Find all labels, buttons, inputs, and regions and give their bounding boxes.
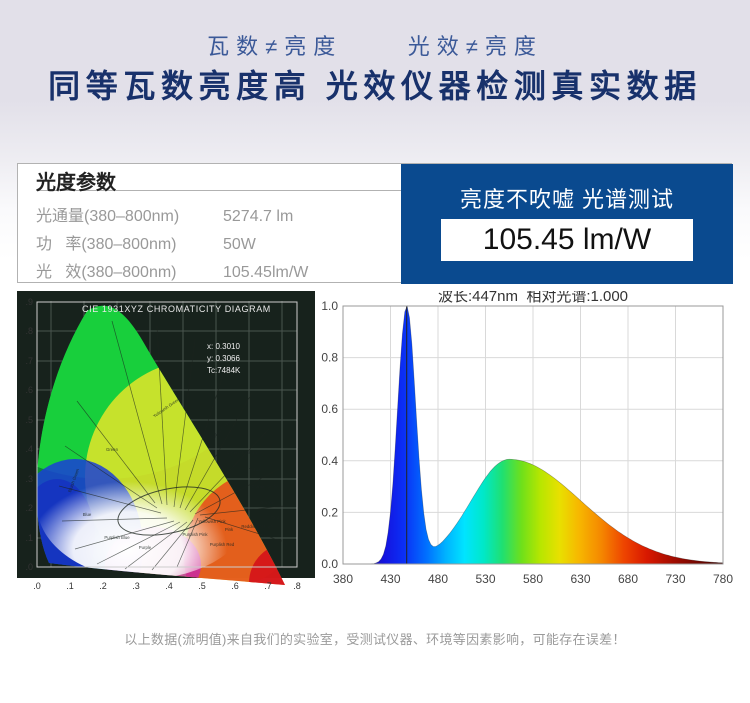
svg-text:730: 730: [665, 572, 685, 586]
svg-text:.3: .3: [25, 474, 33, 484]
svg-text:x: 0.3010: x: 0.3010: [207, 342, 240, 351]
svg-text:430: 430: [380, 572, 400, 586]
svg-text:0.4: 0.4: [321, 454, 338, 468]
svg-text:Purplish Red: Purplish Red: [210, 542, 235, 547]
svg-text:0.8: 0.8: [321, 351, 338, 365]
svg-text:.5: .5: [25, 415, 33, 425]
svg-text:波长:447nm 相对光谱:1.000: 波长:447nm 相对光谱:1.000: [438, 291, 628, 305]
svg-text:y: 0.3066: y: 0.3066: [207, 354, 240, 363]
svg-text:.2: .2: [99, 581, 107, 591]
svg-text:0.6: 0.6: [321, 402, 338, 416]
svg-text:580: 580: [523, 572, 543, 586]
svg-text:Yellow: Yellow: [249, 467, 262, 472]
svg-text:.0: .0: [33, 581, 41, 591]
svg-text:Orange Yellow: Orange Yellow: [251, 484, 280, 489]
svg-text:.6: .6: [25, 385, 33, 395]
svg-text:.8: .8: [25, 326, 33, 336]
svg-text:0.2: 0.2: [321, 505, 338, 519]
svg-text:Reddish Orange: Reddish Orange: [241, 524, 273, 529]
svg-text:.1: .1: [66, 581, 74, 591]
svg-text:Purple: Purple: [139, 545, 152, 550]
svg-text:Yellowish Pink: Yellowish Pink: [198, 519, 226, 524]
svg-text:.9: .9: [25, 297, 33, 307]
svg-text:.7: .7: [25, 356, 33, 366]
svg-text:Purplish Blue: Purplish Blue: [104, 535, 130, 540]
svg-text:780: 780: [713, 572, 733, 586]
svg-text:.0: .0: [25, 562, 33, 572]
svg-text:Purplish Pink: Purplish Pink: [182, 532, 208, 537]
svg-text:Greenish Yellow: Greenish Yellow: [227, 450, 259, 455]
svg-text:.5: .5: [198, 581, 206, 591]
svg-text:.4: .4: [25, 444, 33, 454]
svg-text:.4: .4: [165, 581, 173, 591]
svg-text:.7: .7: [264, 581, 272, 591]
svg-text:Green: Green: [106, 447, 119, 452]
svg-text:530: 530: [475, 572, 495, 586]
svg-text:0.0: 0.0: [321, 557, 338, 571]
svg-text:1.0: 1.0: [321, 299, 338, 313]
svg-text:480: 480: [428, 572, 448, 586]
svg-text:Red: Red: [271, 515, 279, 520]
svg-text:.6: .6: [231, 581, 239, 591]
svg-text:.2: .2: [25, 503, 33, 513]
svg-text:380: 380: [333, 572, 353, 586]
svg-text:630: 630: [570, 572, 590, 586]
svg-text:Blue: Blue: [83, 512, 92, 517]
svg-text:.8: .8: [293, 581, 301, 591]
svg-text:.3: .3: [132, 581, 140, 591]
svg-text:Tc:7484K: Tc:7484K: [207, 366, 241, 375]
svg-text:CIE 1931XYZ CHROMATICITY DIAGR: CIE 1931XYZ CHROMATICITY DIAGRAM: [82, 304, 271, 314]
svg-text:.1: .1: [25, 533, 33, 543]
svg-text:680: 680: [618, 572, 638, 586]
svg-text:Orange: Orange: [260, 500, 275, 505]
svg-text:Pink: Pink: [225, 527, 234, 532]
